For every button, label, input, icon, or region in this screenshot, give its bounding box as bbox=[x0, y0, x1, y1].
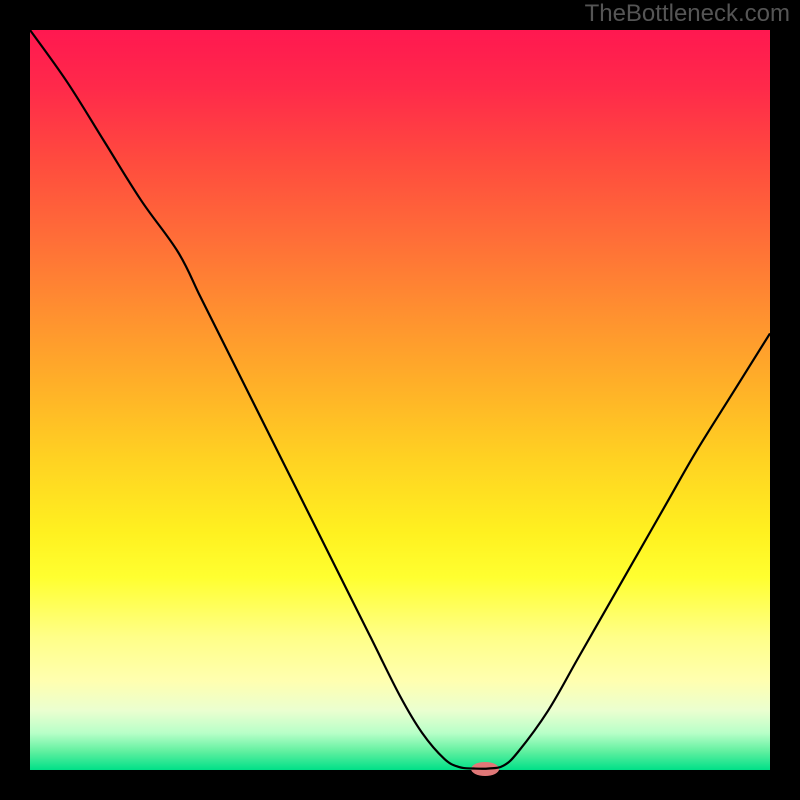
watermark-text: TheBottleneck.com bbox=[585, 0, 790, 28]
plot-background bbox=[30, 30, 770, 770]
chart-svg bbox=[0, 0, 800, 800]
bottleneck-chart: TheBottleneck.com bbox=[0, 0, 800, 800]
